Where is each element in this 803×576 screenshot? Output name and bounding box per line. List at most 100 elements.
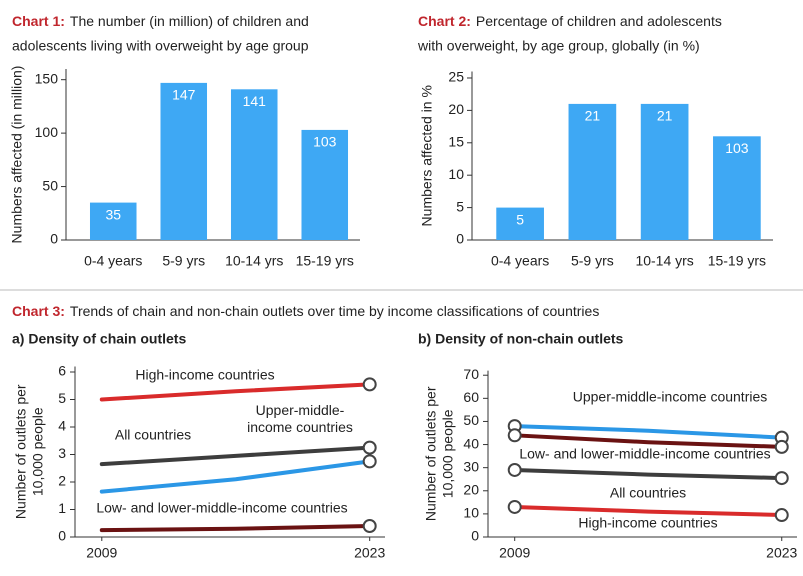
y-tick-label: 0 (471, 528, 479, 544)
x-tick-label: 0-4 years (84, 253, 142, 269)
bar (568, 103, 617, 241)
y-tick-label: 4 (58, 418, 66, 434)
x-tick-label: 5-9 yrs (571, 253, 614, 269)
chart-title: a) Density of chain outlets (12, 331, 186, 347)
x-tick-label: 15-19 yrs (296, 253, 354, 269)
line (99, 445, 372, 467)
x-tick-label: 10-14 yrs (225, 253, 283, 269)
line (512, 424, 784, 440)
bar (640, 103, 689, 241)
y-axis-label: Number of outlets per (423, 386, 439, 521)
series-label: Low- and lower-middle-income countries (519, 446, 770, 462)
chart-label: Chart 2: (418, 13, 471, 29)
marker (507, 462, 522, 477)
marker (507, 428, 522, 443)
line (99, 459, 372, 494)
bar (89, 202, 137, 240)
y-tick-label: 50 (463, 412, 479, 428)
bar (160, 82, 208, 240)
series-label: Low- and lower-middle-income countries (96, 500, 347, 516)
y-axis-label: Numbers affected (in million) (9, 66, 25, 244)
x-tick-label: 0-4 years (491, 253, 549, 269)
chart-label: Chart 1: (12, 13, 65, 29)
section-label: Chart 3: (12, 303, 65, 319)
series-label-line: income countries (247, 419, 353, 435)
y-tick-label: 20 (448, 101, 464, 117)
marker (362, 377, 377, 392)
y-axis-label: Number of outlets per (13, 384, 29, 519)
data-label: 147 (172, 87, 196, 103)
y-axis-label: Numbers affected in % (419, 85, 435, 226)
marker (362, 519, 377, 533)
series-label-line: Upper-middle- (256, 402, 345, 418)
chart-title-line: with overweight, by age group, globally … (417, 38, 700, 54)
data-label: 103 (725, 140, 749, 156)
marker (507, 499, 522, 514)
y-tick-label: 25 (448, 69, 464, 85)
x-tick-label: 2009 (86, 545, 117, 561)
data-label: 5 (516, 211, 524, 227)
line (512, 504, 784, 518)
y-tick-label: 10 (463, 505, 479, 521)
bar (301, 129, 349, 240)
series-label: Upper-middle-income countries (247, 402, 353, 435)
line (512, 467, 784, 481)
chart-title: Chart 1: The number (in million) of child… (12, 13, 309, 29)
y-tick-label: 0 (50, 231, 58, 247)
x-tick-label: 2023 (766, 545, 797, 561)
y-tick-label: 2 (58, 473, 66, 489)
y-tick-label: 100 (35, 124, 59, 140)
bar (496, 207, 544, 240)
line (99, 524, 372, 533)
series-label: High-income countries (578, 515, 717, 531)
marker (774, 471, 789, 486)
y-tick-label: 15 (448, 133, 464, 149)
y-tick-label: 40 (463, 435, 479, 451)
y-tick-label: 5 (456, 198, 464, 214)
y-tick-label: 5 (58, 390, 66, 406)
chart-title-line: adolescents living with overweight by ag… (12, 38, 309, 54)
series-label: Upper-middle-income countries (573, 389, 768, 405)
chart-title: Chart 2: Percentage of children and adole… (418, 13, 722, 29)
chart-title-line: The number (in million) of children and (70, 13, 309, 29)
section-title-text: Trends of chain and non-chain outlets ov… (70, 303, 599, 319)
marker (362, 440, 377, 455)
marker (362, 454, 377, 469)
y-tick-label: 150 (35, 70, 59, 86)
data-label: 21 (657, 108, 673, 124)
y-tick-label: 3 (58, 445, 66, 461)
data-label: 35 (105, 206, 121, 222)
x-tick-label: 15-19 yrs (708, 253, 766, 269)
chart-title: b) Density of non-chain outlets (418, 331, 624, 347)
y-tick-label: 60 (463, 389, 479, 405)
x-tick-label: 5-9 yrs (162, 253, 205, 269)
y-tick-label: 6 (58, 363, 66, 379)
x-tick-label: 2023 (354, 545, 385, 561)
data-label: 103 (313, 134, 337, 150)
y-tick-label: 20 (463, 481, 479, 497)
section-title: Chart 3: Trends of chain and non-chain ou… (12, 303, 599, 319)
x-tick-label: 10-14 yrs (635, 253, 693, 269)
y-tick-label: 30 (463, 458, 479, 474)
x-tick-label: 2009 (499, 545, 530, 561)
y-tick-label: 1 (58, 500, 66, 516)
line (512, 433, 784, 449)
bar (713, 136, 761, 240)
y-tick-label: 0 (58, 528, 66, 544)
y-tick-label: 70 (463, 366, 479, 382)
series-label: High-income countries (135, 367, 274, 383)
marker (774, 439, 789, 454)
chart-title-line: Percentage of children and adolescents (476, 13, 722, 29)
bar (230, 89, 278, 241)
data-label: 21 (585, 108, 601, 124)
y-tick-label: 50 (42, 177, 58, 193)
y-axis-label: 10,000 people (440, 409, 456, 498)
series-label: All countries (115, 427, 191, 443)
y-tick-label: 10 (448, 166, 464, 182)
y-tick-label: 0 (456, 231, 464, 247)
marker (774, 508, 789, 523)
series-label: All countries (610, 485, 686, 501)
y-axis-label: 10,000 people (30, 407, 46, 496)
